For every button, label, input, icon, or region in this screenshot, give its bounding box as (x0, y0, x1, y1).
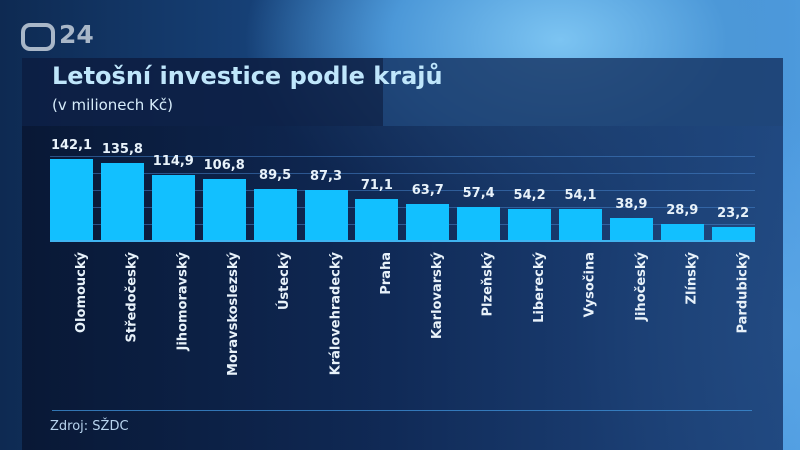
bar-2 (151, 175, 195, 240)
value-label: 71,1 (360, 178, 393, 193)
bar-3 (202, 179, 246, 240)
ct24-logo: 24 (21, 19, 94, 51)
ct-logo-icon (21, 21, 55, 51)
value-label: 63,7 (411, 183, 444, 198)
bar-8 (457, 207, 501, 240)
bar-7 (406, 204, 450, 240)
bar-0 (50, 159, 93, 240)
chart-title: Letošní investice podle krajů (52, 62, 443, 90)
title-panel-extension (383, 58, 783, 126)
category-label: Plzeňský (480, 252, 496, 317)
category-label: Liberecký (531, 252, 547, 323)
value-label: 28,9 (666, 203, 699, 218)
gridline (50, 207, 755, 208)
category-label: Vysočina (582, 252, 598, 318)
category-label: Pardubický (735, 252, 751, 334)
chart-subtitle: (v milionech Kč) (52, 96, 173, 114)
value-label: 106,8 (203, 158, 245, 173)
gridline (50, 156, 755, 157)
bar-10 (559, 209, 602, 240)
value-label: 54,2 (513, 188, 546, 203)
category-label: Královehradecký (328, 252, 343, 376)
bar-5 (304, 190, 348, 240)
footer-divider (52, 410, 752, 411)
category-label: Jihomoravský (175, 252, 191, 351)
value-label: 38,9 (615, 197, 648, 212)
category-label: Moravskoslezský (226, 252, 242, 376)
bar-11 (609, 218, 653, 240)
value-label: 57,4 (462, 186, 495, 201)
bar-4 (253, 189, 297, 240)
category-label: Středočeský (124, 252, 140, 343)
value-label: 23,2 (717, 206, 750, 221)
value-label: 87,3 (309, 169, 343, 184)
value-label: 114,9 (152, 154, 194, 169)
category-label: Zlínský (684, 252, 700, 305)
bar-13 (711, 227, 755, 240)
value-label: 54,1 (564, 188, 597, 203)
logo-text: 24 (59, 19, 94, 49)
category-label: Praha (378, 252, 394, 295)
value-label: 89,5 (259, 168, 292, 183)
bar-9 (508, 209, 552, 240)
source-note: Zdroj: SŽDC (50, 419, 129, 434)
gridline (50, 190, 755, 191)
value-label: 142,1 (50, 138, 93, 153)
bar-12 (660, 224, 704, 240)
gridline (50, 173, 755, 174)
value-label: 135,8 (101, 142, 143, 157)
title-panel (22, 58, 383, 126)
gridline (50, 224, 755, 225)
category-label: Olomoucký (73, 252, 89, 333)
bar-6 (355, 199, 399, 240)
category-label: Karlovarský (429, 252, 445, 340)
bar-1 (100, 163, 144, 240)
category-label: Ústecký (277, 252, 293, 311)
chart-panel (22, 126, 783, 450)
category-label: Jihočeský (633, 252, 649, 321)
x-axis-baseline (50, 240, 755, 242)
